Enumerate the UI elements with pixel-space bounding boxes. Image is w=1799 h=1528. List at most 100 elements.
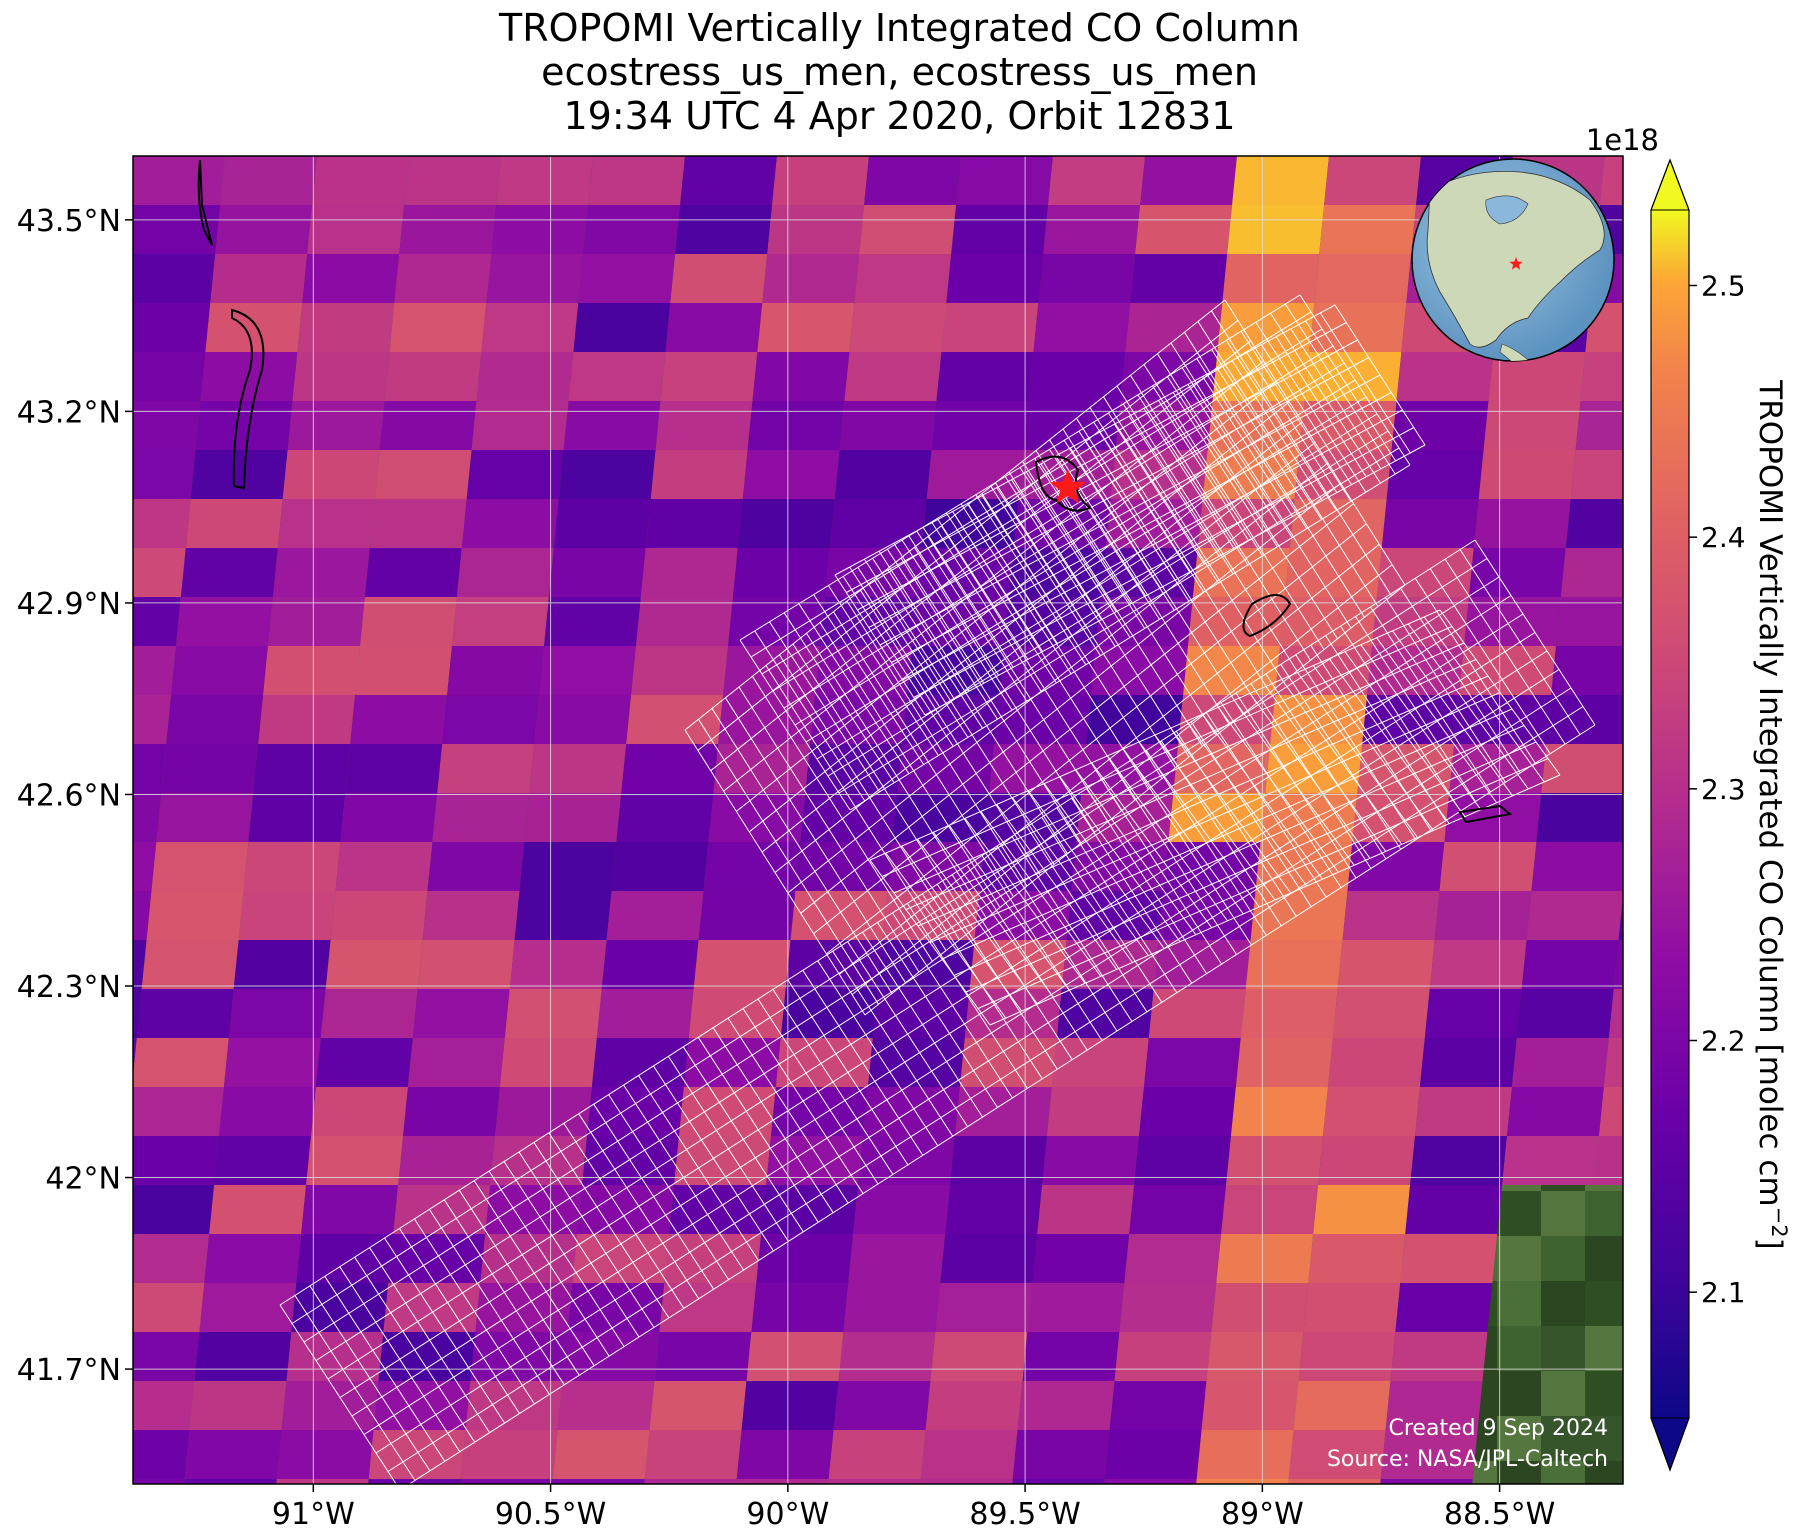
tropomi-pixel [1280,597,1377,646]
colorbar-label-superscript: −2 [1767,1207,1791,1238]
tropomi-pixel [1473,499,1571,548]
tropomi-pixel [683,1038,781,1087]
tropomi-pixel [133,891,152,940]
tropomi-pixel [931,401,1029,450]
tropomi-pixel [553,499,651,548]
tropomi-pixel [1042,1136,1139,1185]
tropomi-pixel [17,352,114,401]
tropomi-pixel [872,989,970,1038]
title-line-1: TROPOMI Vertically Integrated CO Column [499,6,1300,50]
tropomi-pixel [736,1430,834,1479]
tropomi-pixel [649,1381,747,1430]
tropomi-pixel [1488,352,1586,401]
tropomi-pixel [6,1381,103,1430]
ecostress-scene [279,539,1596,1484]
tropomi-pixel [360,597,457,646]
tropomi-pixel [166,695,264,744]
tropomi-pixel [1115,401,1213,450]
tropomi-pixel [0,1430,6,1479]
tropomi-pixel [936,352,1034,401]
tropomi-pixel [0,1283,20,1332]
tropomi-pixel [524,793,622,842]
colorbar: 2.1 2.2 2.3 2.4 2.5 1e18 TROPOMI Vertically … [1586,123,1791,1472]
tropomi-pixel [1380,1479,1473,1484]
tropomi-pixel [0,695,79,744]
tropomi-pixel [1048,156,1145,205]
tropomi-pixel [0,1332,15,1381]
tropomi-pixel [557,1381,655,1430]
tropomi-pixel [1153,940,1251,989]
tropomi-pixel [296,1234,394,1283]
tropomi-pixel [1012,1479,1105,1484]
tropomi-pixel [133,1381,195,1430]
tropomi-pixel [268,597,365,646]
tropomi-pixel [1148,989,1246,1038]
tropomi-pixel [828,1430,926,1479]
tropomi-pixel [297,303,395,352]
tropomi-pixel [141,940,239,989]
tropomi-pixel [311,1087,408,1136]
tropomi-pixel [772,156,869,205]
tropomi-pixel [233,940,331,989]
tropomi-pixel [384,352,482,401]
tropomi-pixel [480,1234,578,1283]
tropomi-pixel [1288,1430,1386,1479]
tropomi-pixel [1265,744,1363,793]
farm-field [1541,1236,1585,1281]
tropomi-pixel [644,1430,742,1479]
tropomi-pixel [0,401,17,450]
lon-tick-label: 89°W [1221,1497,1304,1528]
tropomi-pixel [1091,646,1188,695]
tropomi-pixel [810,695,908,744]
tropomi-pixel [447,646,544,695]
tropomi-pixel [312,156,409,205]
tropomi-pixel [369,499,467,548]
tropomi-pixel [0,1185,30,1234]
tropomi-pixel [1454,695,1552,744]
tropomi-pixel [640,548,738,597]
tropomi-pixel [1275,646,1372,695]
tropomi-pixel [1313,1185,1411,1234]
tropomi-pixel [0,352,21,401]
tropomi-pixel [655,401,753,450]
tropomi-pixel [766,1136,863,1185]
tropomi-pixel [1109,1381,1207,1430]
tropomi-pixel [171,646,268,695]
tropomi-pixel [276,1479,369,1484]
tropomi-pixel [1231,1087,1328,1136]
tropomi-pixel [1439,842,1537,891]
tropomi-pixel [133,156,225,205]
tropomi-pixel [1521,940,1619,989]
tropomi-pixel [567,1283,665,1332]
title-line-3: 19:34 UTC 4 Apr 2020, Orbit 12831 [563,94,1236,138]
tropomi-pixel [393,1185,491,1234]
tropomi-pixel [1400,1234,1498,1283]
tropomi-pixel [1516,989,1614,1038]
tropomi-pixel [133,254,216,303]
tropomi-pixel [946,254,1044,303]
tropomi-pixel [853,1185,951,1234]
lon-tick-label: 91°W [272,1497,355,1528]
tropomi-pixel [345,744,443,793]
tropomi-pixel [573,303,671,352]
colorbar-tick-label: 2.2 [1701,1025,1746,1058]
target-site-star-icon [1049,469,1086,504]
tropomi-pixel [544,597,641,646]
tropomi-pixel [645,499,743,548]
farm-field [1585,1326,1623,1371]
tropomi-pixel [133,842,157,891]
tropomi-pixel [1227,205,1325,254]
tropomi-pixel [941,303,1039,352]
tropomi-pixel [1390,1332,1488,1381]
tropomi-pixel [920,1430,1018,1479]
tropomi-pixel [854,254,952,303]
tropomi-pixel [1327,1038,1425,1087]
tropomi-pixel [1130,254,1228,303]
lat-tick-label: 42°N [45,1162,121,1197]
tropomi-pixel [583,205,681,254]
tropomi-pixel [1536,793,1623,842]
farm-field [1585,1461,1623,1484]
tropomi-pixel [1140,156,1237,205]
tropomi-pixel [746,1332,844,1381]
